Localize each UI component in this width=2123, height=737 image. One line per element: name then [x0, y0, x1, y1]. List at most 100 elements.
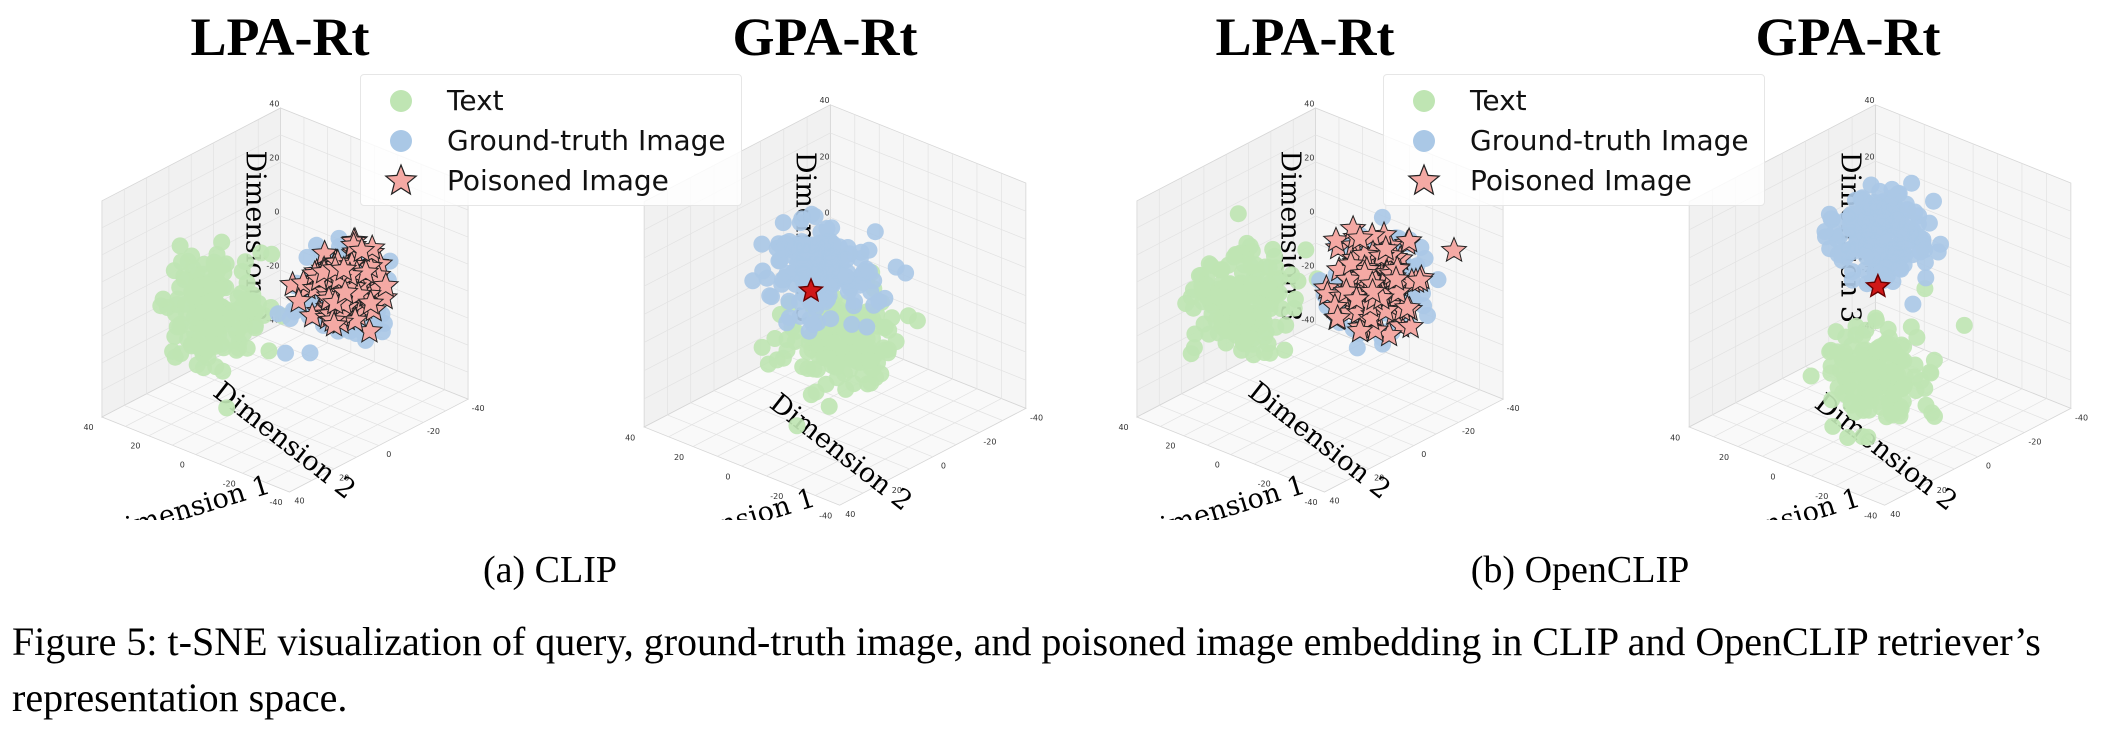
circle-point [1917, 269, 1935, 287]
scatter-3d-clip-lpa: 40-40-4020-20-20000-202020-404040Dimensi… [83, 99, 484, 520]
circle-point [1827, 323, 1845, 341]
tick-label-y: 0 [386, 450, 391, 459]
circle-point [1906, 356, 1924, 374]
star-point [331, 278, 359, 305]
circle-point [213, 233, 231, 251]
tick-label-x: -20 [1258, 479, 1271, 488]
tick-label-x: 20 [1165, 442, 1175, 451]
circle-point [1286, 290, 1304, 308]
panel-title-clip-gpa: GPA-Rt [732, 7, 918, 67]
tick-label-x: 0 [180, 461, 185, 470]
circle-point [1255, 344, 1273, 361]
circle-point [837, 268, 855, 285]
circle-point [806, 249, 824, 267]
tick-label-x: 40 [83, 423, 93, 432]
circle-point [198, 319, 216, 337]
circle-point [822, 310, 840, 328]
circle-point [837, 251, 855, 269]
circle-point [1885, 385, 1903, 403]
star-point [1864, 272, 1892, 298]
legend-label-poisoned-image: Poisoned Image [1470, 164, 1692, 197]
tick-label-z: 20 [1864, 152, 1874, 161]
circle-point [844, 351, 862, 369]
tick-label-y: -40 [1030, 413, 1043, 422]
tick-label-z: 40 [269, 99, 279, 108]
circle-point [1824, 417, 1842, 435]
tick-label-x: -20 [770, 492, 783, 501]
circle-point [850, 276, 868, 294]
circle-point [1917, 396, 1935, 414]
circle-point [753, 338, 771, 356]
circle-point [223, 309, 240, 327]
circle-point [1834, 243, 1852, 261]
circle-point [1193, 281, 1211, 299]
tick-label-x: -20 [223, 479, 236, 488]
circle-point [1257, 323, 1275, 341]
circle-point [1254, 307, 1272, 325]
circle-point [166, 348, 184, 366]
circle-point [860, 241, 878, 259]
circle-point [218, 399, 236, 417]
circle-point [1903, 174, 1921, 192]
circle-point [824, 238, 842, 256]
star-point [1346, 316, 1374, 343]
circle-point [1921, 363, 1939, 381]
star-point [1342, 284, 1371, 311]
tick-label-y: -40 [1507, 404, 1520, 413]
tick-label-y: -20 [983, 437, 996, 446]
axis-label-x: Dimension 1 [101, 469, 274, 520]
circle-point [793, 210, 811, 228]
star-point [320, 310, 348, 337]
circle-point [861, 352, 879, 370]
legend-label-ground-truth-image: Ground-truth Image [447, 124, 726, 157]
circle-point [753, 235, 771, 253]
circle-point [1373, 208, 1391, 226]
circle-point [277, 344, 294, 362]
circle-point [241, 301, 259, 318]
tick-label-x: 40 [1670, 433, 1680, 442]
star-point [1382, 264, 1410, 291]
circle-marker-icon [390, 130, 412, 152]
circle-point [1822, 210, 1840, 228]
legend-item-ground-truth-image: Ground-truth Image [1384, 121, 1764, 161]
circle-point [1929, 243, 1947, 261]
data-points [152, 226, 400, 417]
circle-point [876, 289, 894, 307]
circle-point [897, 264, 915, 282]
circle-point [744, 272, 762, 290]
tick-label-x: 20 [1719, 453, 1729, 462]
figure-caption: Figure 5: t-SNE visualization of query, … [12, 619, 2041, 720]
circle-point [281, 310, 299, 327]
star-point [285, 286, 313, 313]
circle-point [820, 397, 838, 415]
circle-point [196, 340, 214, 357]
legend-label-text: Text [1470, 84, 1527, 117]
circle-point [1860, 375, 1878, 392]
tick-label-z: -20 [1301, 261, 1314, 270]
circle-point [1258, 280, 1276, 298]
tick-label-y: -20 [427, 427, 440, 436]
circle-point [818, 220, 836, 237]
circle-point [774, 241, 792, 258]
circle-point [788, 417, 806, 435]
series-text [1802, 280, 1973, 446]
tick-label-x: 0 [725, 472, 730, 481]
circle-point [215, 264, 233, 282]
circle-point [1904, 295, 1922, 313]
panel-title-clip-lpa: LPA-Rt [190, 7, 370, 67]
circle-point [183, 337, 201, 355]
circle-point [759, 355, 777, 373]
circle-point [301, 344, 319, 362]
circle-point [1276, 341, 1294, 359]
legend-item-poisoned-image: Poisoned Image [361, 161, 741, 201]
tick-label-z: 40 [1304, 99, 1314, 108]
tick-label-z: -20 [266, 261, 279, 270]
circle-point [1243, 275, 1261, 293]
circle-point [805, 360, 823, 378]
circle-point [1955, 316, 1973, 334]
tick-label-y: 0 [941, 462, 946, 471]
circle-point [298, 248, 316, 266]
tick-label-x: 20 [130, 442, 140, 451]
